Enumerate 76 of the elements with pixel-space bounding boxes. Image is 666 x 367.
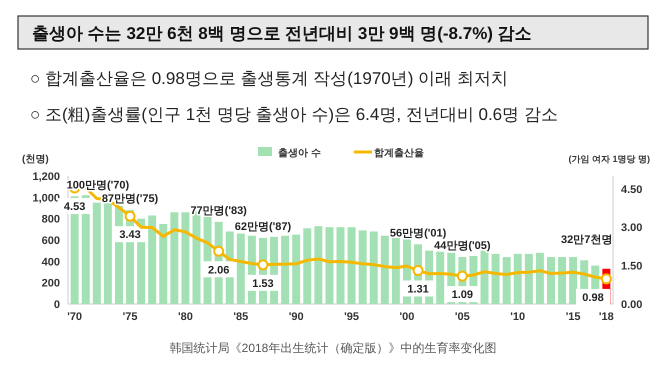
x-tick-label: '00 bbox=[400, 311, 414, 323]
x-tick-label: '10 bbox=[510, 311, 526, 323]
x-tick-label: '75 bbox=[122, 311, 138, 323]
bar bbox=[314, 226, 322, 304]
bar bbox=[358, 230, 367, 304]
legend-label: 출생아 수 bbox=[278, 148, 321, 159]
x-tick-label: '18 bbox=[598, 311, 614, 323]
annotation: 56만명('01) bbox=[390, 227, 447, 240]
y-tick-label: 800 bbox=[42, 214, 60, 226]
x-tick-label: '90 bbox=[288, 311, 304, 323]
point bbox=[257, 259, 268, 270]
y-axis-title: (천명) bbox=[22, 154, 49, 165]
bar bbox=[292, 234, 300, 304]
annotation: 32만7천명 bbox=[560, 234, 612, 246]
bar bbox=[514, 254, 522, 304]
annotation: 77만명('83) bbox=[190, 204, 248, 217]
bar bbox=[370, 231, 378, 304]
bar bbox=[170, 212, 178, 304]
x-tick-label: '85 bbox=[233, 311, 248, 323]
bar bbox=[325, 227, 334, 304]
bar bbox=[348, 227, 356, 304]
y2-tick-label: 4.50 bbox=[621, 184, 642, 196]
bar bbox=[436, 252, 444, 304]
bar bbox=[92, 202, 101, 304]
y-tick-label: 0 bbox=[54, 299, 60, 311]
bar bbox=[336, 227, 344, 304]
bar bbox=[546, 257, 555, 304]
point bbox=[412, 264, 424, 276]
y2-tick-label: 3.00 bbox=[621, 222, 642, 234]
point bbox=[124, 210, 136, 222]
data-label: 3.43 bbox=[119, 229, 141, 242]
annotation: 44만명('05) bbox=[434, 240, 491, 252]
x-tick-label: '80 bbox=[178, 311, 193, 323]
data-label: 0.98 bbox=[582, 292, 604, 304]
bar bbox=[281, 236, 290, 304]
point bbox=[456, 270, 468, 282]
bar bbox=[148, 215, 156, 304]
text: ○ 조(粗)출생률(인구 1천 명당 출생아 수)은 6.4명, 전년대비 0.6명 감소 bbox=[30, 105, 558, 124]
bar bbox=[480, 250, 488, 304]
bar bbox=[392, 238, 400, 304]
chart-title: 출생아 수는 32만 6천 8백 명으로 전년대비 3만 9백 명(-8.7%) 감소 bbox=[32, 24, 532, 43]
x-tick-label: '95 bbox=[344, 311, 360, 323]
bar bbox=[236, 234, 245, 304]
data-label: 2.06 bbox=[208, 264, 230, 276]
annotation: 62만명('87) bbox=[234, 220, 292, 233]
bar bbox=[569, 257, 578, 304]
y-tick-label: 400 bbox=[42, 256, 60, 268]
text: 韩国统计局《2018年出生统计（确定版）》中的生育率变化图 bbox=[170, 341, 496, 355]
bar bbox=[380, 236, 389, 304]
bar bbox=[558, 257, 566, 304]
y2-axis-title: (가임 여자 1명당 명) bbox=[568, 154, 650, 164]
y2-tick-label: 1.50 bbox=[621, 260, 642, 273]
bar bbox=[524, 254, 533, 304]
chart-subtitle: ○ 합계출산율은 0.98명으로 출생통계 작성(1970년) 이래 최저치 bbox=[30, 69, 508, 88]
y-tick-label: 600 bbox=[42, 235, 60, 247]
bar bbox=[159, 224, 168, 304]
data-label: 4.53 bbox=[64, 201, 86, 214]
bar bbox=[502, 257, 511, 304]
x-tick-label: '70 bbox=[67, 311, 82, 323]
point bbox=[213, 246, 224, 257]
point bbox=[600, 273, 612, 284]
x-tick-label: '15 bbox=[566, 311, 581, 323]
legend-label: 합계출산율 bbox=[374, 148, 424, 159]
y-tick-label: 1,200 bbox=[32, 171, 60, 183]
data-label: 1.09 bbox=[452, 289, 474, 302]
y-tick-label: 1,000 bbox=[32, 192, 60, 204]
bar bbox=[536, 252, 544, 304]
y-tick-label: 200 bbox=[42, 278, 60, 290]
annotation: 87만명('75) bbox=[102, 193, 159, 206]
data-label: 1.31 bbox=[407, 283, 429, 296]
bar bbox=[303, 228, 312, 304]
data-label: 1.53 bbox=[252, 278, 274, 290]
bar bbox=[492, 254, 500, 304]
x-tick-label: '05 bbox=[454, 311, 470, 323]
bar bbox=[181, 212, 190, 304]
y2-tick-label: 0.00 bbox=[621, 299, 642, 311]
